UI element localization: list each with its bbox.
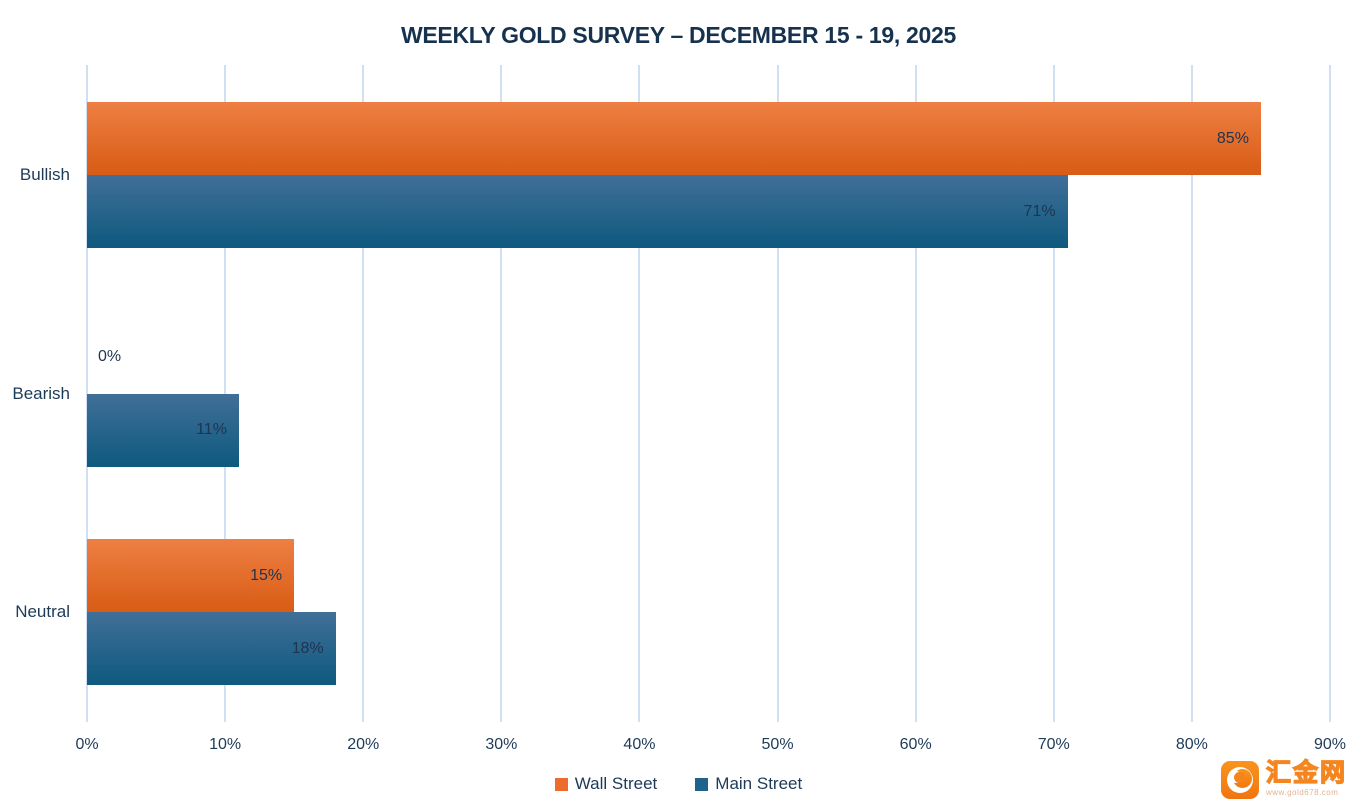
bar-label-wall-street-neutral: 15% — [250, 566, 283, 584]
category-axis: Bullish Bearish Neutral — [0, 65, 70, 722]
category-label-bearish: Bearish — [12, 383, 70, 403]
bar-label-wall-street-bearish: 0% — [98, 348, 122, 365]
category-label-bullish: Bullish — [19, 165, 70, 184]
plot-area: 85% 71% 0% 11% 15% 18% — [86, 65, 1331, 722]
x-tick-label-20: 20% — [347, 736, 380, 753]
category-label-neutral: Neutral — [15, 602, 70, 621]
legend-swatch-main-street — [695, 777, 709, 791]
legend-item-main-street: Main Street — [695, 774, 802, 794]
gridline-80 — [1190, 65, 1193, 722]
crescent-swirl-icon — [1220, 761, 1259, 799]
bar-label-wall-street-bullish: 85% — [1216, 129, 1249, 147]
site-name: 汇金网 — [1265, 759, 1347, 787]
gridline-60 — [914, 65, 917, 722]
gridline-50 — [776, 65, 779, 722]
bar-wall-street-bullish: 85% — [87, 102, 1261, 175]
x-tick-label-70: 70% — [1037, 736, 1070, 753]
bar-label-main-street-bullish: 71% — [1023, 202, 1056, 220]
chart-legend: Wall Street Main Street — [0, 774, 1357, 794]
bar-main-street-neutral: 18% — [87, 612, 336, 685]
x-tick-label-0: 0% — [75, 736, 99, 753]
legend-label-wall-street: Wall Street — [574, 774, 658, 793]
x-tick-label-50: 50% — [761, 736, 794, 753]
gridline-30 — [500, 65, 503, 722]
legend-item-wall-street: Wall Street — [554, 774, 658, 794]
x-tick-label-90: 90% — [1313, 736, 1347, 753]
x-tick-label-40: 40% — [623, 736, 656, 753]
bar-main-street-bearish: 11% — [87, 393, 239, 467]
x-axis-ticks: 0% 10% 20% 30% 40% 50% 60% 70% 80% 90% — [75, 736, 1346, 756]
bar-main-street-bullish: 71% — [87, 175, 1068, 248]
gridline-40 — [638, 65, 641, 722]
gridline-90 — [1329, 65, 1331, 722]
bar-label-main-street-bearish: 11% — [196, 421, 227, 438]
legend-label-main-street: Main Street — [715, 774, 803, 793]
site-watermark: 汇金网 www.gold678.com — [1220, 759, 1347, 799]
site-url: www.gold678.com — [1265, 788, 1339, 797]
bar-wall-street-neutral: 15% — [87, 539, 295, 612]
site-text: 汇金网 www.gold678.com — [1265, 759, 1347, 797]
x-tick-label-80: 80% — [1175, 736, 1208, 753]
bar-label-main-street-neutral: 18% — [291, 639, 324, 657]
legend-swatch-wall-street — [554, 777, 568, 791]
gridline-20 — [362, 65, 365, 722]
x-tick-label-30: 30% — [485, 736, 518, 753]
x-tick-label-10: 10% — [209, 736, 242, 753]
chart-title: WEEKLY GOLD SURVEY – DECEMBER 15 - 19, 2… — [400, 22, 957, 48]
x-tick-label-60: 60% — [899, 736, 932, 753]
gridline-70 — [1052, 65, 1055, 722]
